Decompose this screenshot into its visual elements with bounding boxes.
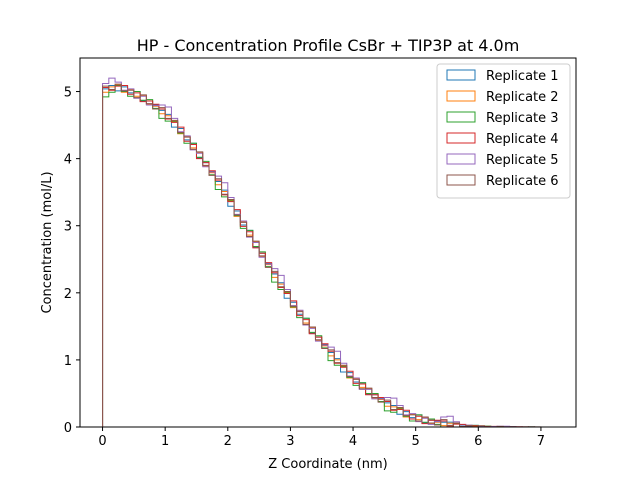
legend-swatch [446,153,476,165]
legend-label: Replicate 6 [486,174,559,189]
legend-swatch [446,90,476,102]
legend-swatch [446,174,476,186]
x-axis-ticks: 0 1 2 3 4 5 6 7 [98,427,545,449]
y-axis-label: Concentration (mol/L) [40,171,55,313]
x-tick-label: 7 [537,434,545,449]
y-tick-label: 3 [64,220,72,235]
y-tick-label: 1 [64,354,72,369]
y-tick-label: 4 [64,153,72,168]
legend-label: Replicate 1 [486,69,559,84]
legend-label: Replicate 3 [486,111,559,126]
legend-swatch [446,69,476,81]
x-tick-label: 4 [349,434,357,449]
plot-area [102,77,560,428]
y-tick-label: 5 [64,86,72,101]
legend-label: Replicate 5 [486,153,559,168]
legend-label: Replicate 2 [486,90,559,105]
x-tick-label: 3 [286,434,294,449]
legend: Replicate 1 Replicate 2 Replicate 3 Replica… [436,63,571,199]
legend-swatch [446,132,476,144]
legend-swatch [446,111,476,123]
x-tick-label: 5 [412,434,420,449]
y-tick-label: 0 [64,421,72,436]
x-tick-label: 6 [474,434,482,449]
plot-frame [79,57,577,428]
x-tick-label: 1 [161,434,169,449]
y-tick-label: 2 [64,287,72,302]
series-line-replicate-6 [102,83,560,428]
x-tick-label: 2 [224,434,232,449]
legend-label: Replicate 4 [486,132,559,147]
y-axis-ticks: 0 1 2 3 4 5 [64,86,80,436]
x-tick-label: 0 [98,434,106,449]
x-axis-label: Z Coordinate (nm) [268,457,387,472]
chart-title: HP - Concentration Profile CsBr + TIP3P … [137,36,520,55]
